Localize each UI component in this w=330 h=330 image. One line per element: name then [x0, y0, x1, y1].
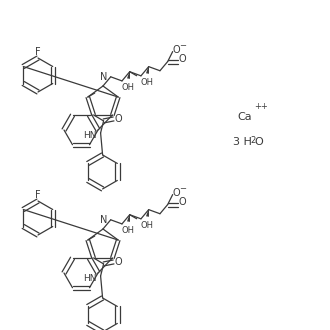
- Text: ++: ++: [254, 102, 268, 111]
- Text: HN: HN: [83, 131, 97, 141]
- Text: OH: OH: [122, 82, 135, 92]
- Text: O: O: [173, 187, 181, 198]
- Text: O: O: [179, 53, 186, 64]
- Polygon shape: [127, 215, 130, 222]
- Text: O: O: [115, 257, 122, 267]
- Text: OH: OH: [122, 226, 135, 235]
- Text: 2: 2: [250, 136, 255, 145]
- Text: HN: HN: [83, 275, 97, 283]
- Text: 3 H: 3 H: [233, 137, 252, 147]
- Text: N: N: [100, 215, 108, 225]
- Text: F: F: [35, 47, 41, 57]
- Text: Ca: Ca: [237, 112, 251, 122]
- Text: O: O: [254, 137, 263, 147]
- Text: OH: OH: [141, 78, 154, 86]
- Text: O: O: [179, 197, 186, 207]
- Text: OH: OH: [141, 220, 154, 230]
- Text: −: −: [179, 184, 186, 193]
- Text: O: O: [115, 114, 122, 124]
- Text: N: N: [100, 72, 108, 82]
- Text: F: F: [35, 190, 41, 200]
- Polygon shape: [146, 210, 149, 217]
- Text: O: O: [173, 45, 181, 54]
- Text: −: −: [179, 41, 186, 50]
- Polygon shape: [127, 72, 130, 79]
- Polygon shape: [146, 67, 149, 74]
